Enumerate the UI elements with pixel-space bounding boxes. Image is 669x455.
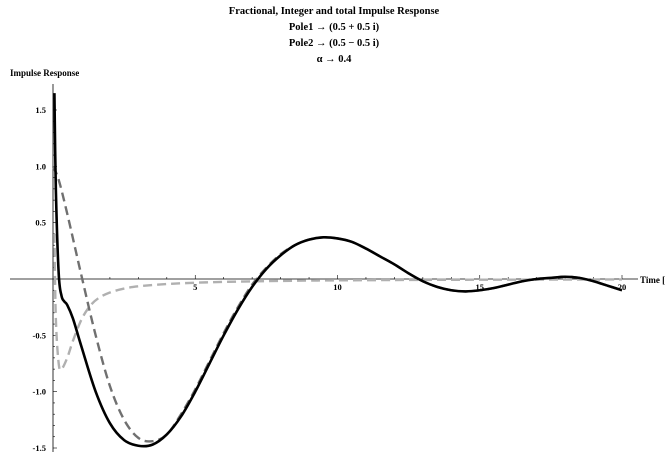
y-tick-label: -1.5 bbox=[33, 443, 46, 453]
title-line-3: Pole2 → (0.5 − 0.5 i) bbox=[289, 38, 380, 49]
x-tick-label: 10 bbox=[333, 282, 342, 292]
series-line-1 bbox=[53, 93, 623, 448]
x-tick-label: 15 bbox=[476, 282, 485, 292]
title-line-4: α → 0.4 bbox=[317, 54, 352, 65]
y-tick-label: 1.5 bbox=[35, 105, 46, 115]
y-tick-label: 1.0 bbox=[35, 161, 46, 171]
y-tick-label: -0.5 bbox=[33, 330, 46, 340]
y-tick-label: -1.0 bbox=[33, 387, 46, 397]
series-line-2 bbox=[51, 165, 623, 443]
axis-ticks bbox=[53, 98, 623, 449]
y-tick-label: 0.5 bbox=[35, 218, 46, 228]
y-axis-label: Impulse Response bbox=[10, 68, 79, 78]
x-tick-label: 5 bbox=[193, 282, 197, 292]
chart-title: Fractional, Integer and total Impulse Re… bbox=[229, 6, 440, 65]
x-tick-label: 20 bbox=[618, 282, 627, 292]
tick-labels: 5 10 15 20 1.5 1.0 0.5 -0.5 -1.0 -1.5 bbox=[33, 105, 627, 453]
series-line-3 bbox=[53, 233, 623, 372]
title-line-1: Fractional, Integer and total Impulse Re… bbox=[229, 6, 440, 17]
axes bbox=[10, 84, 638, 452]
series-layer bbox=[51, 93, 623, 448]
x-axis-label: Time [ bbox=[640, 275, 665, 285]
title-line-2: Pole1 → (0.5 + 0.5 i) bbox=[289, 22, 380, 33]
